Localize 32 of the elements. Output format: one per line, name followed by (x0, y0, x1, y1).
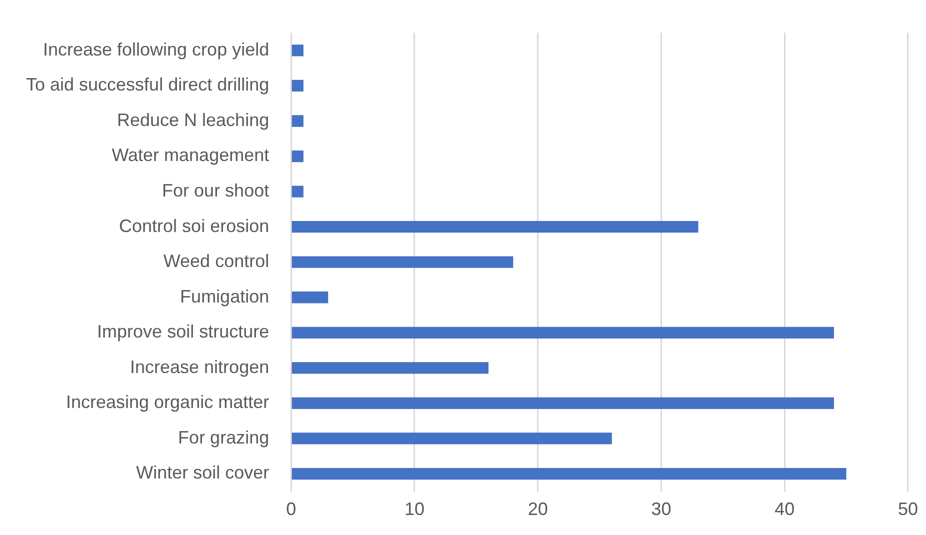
y-tick-label: Control soi erosion (119, 216, 270, 236)
x-tick-label: 20 (528, 499, 548, 520)
bar (292, 362, 489, 374)
bar (292, 432, 612, 444)
y-tick-label: To aid successful direct drilling (26, 74, 270, 95)
y-tick-label: Winter soil cover (136, 462, 270, 483)
y-tick-label: Water management (112, 145, 270, 166)
y-tick-label: Reduce N leaching (116, 110, 270, 130)
y-tick-label: Increase nitrogen (130, 356, 270, 377)
bar (292, 80, 304, 92)
bar (292, 115, 304, 127)
bar (292, 44, 304, 56)
bar (292, 186, 304, 198)
bar (292, 326, 834, 338)
bar (292, 397, 834, 410)
bar (292, 292, 328, 304)
bar (292, 150, 304, 162)
y-tick-label: Increasing organic matter (66, 392, 270, 412)
x-tick-label: 30 (651, 499, 672, 520)
bar (292, 221, 698, 233)
x-tick-label: 0 (286, 499, 296, 520)
x-tick-label: 40 (774, 499, 795, 520)
bar (292, 468, 846, 480)
y-tick-label: Weed control (163, 251, 270, 272)
x-tick-label: 50 (898, 499, 918, 520)
bar (292, 256, 514, 268)
y-tick-label: Increase following crop yield (42, 39, 270, 60)
y-tick-label: For our shoot (162, 180, 270, 201)
y-tick-label: For grazing (178, 427, 270, 448)
y-tick-label: Fumigation (180, 286, 270, 306)
y-tick-label: Improve soil structure (97, 322, 270, 342)
x-tick-label: 10 (404, 499, 424, 520)
